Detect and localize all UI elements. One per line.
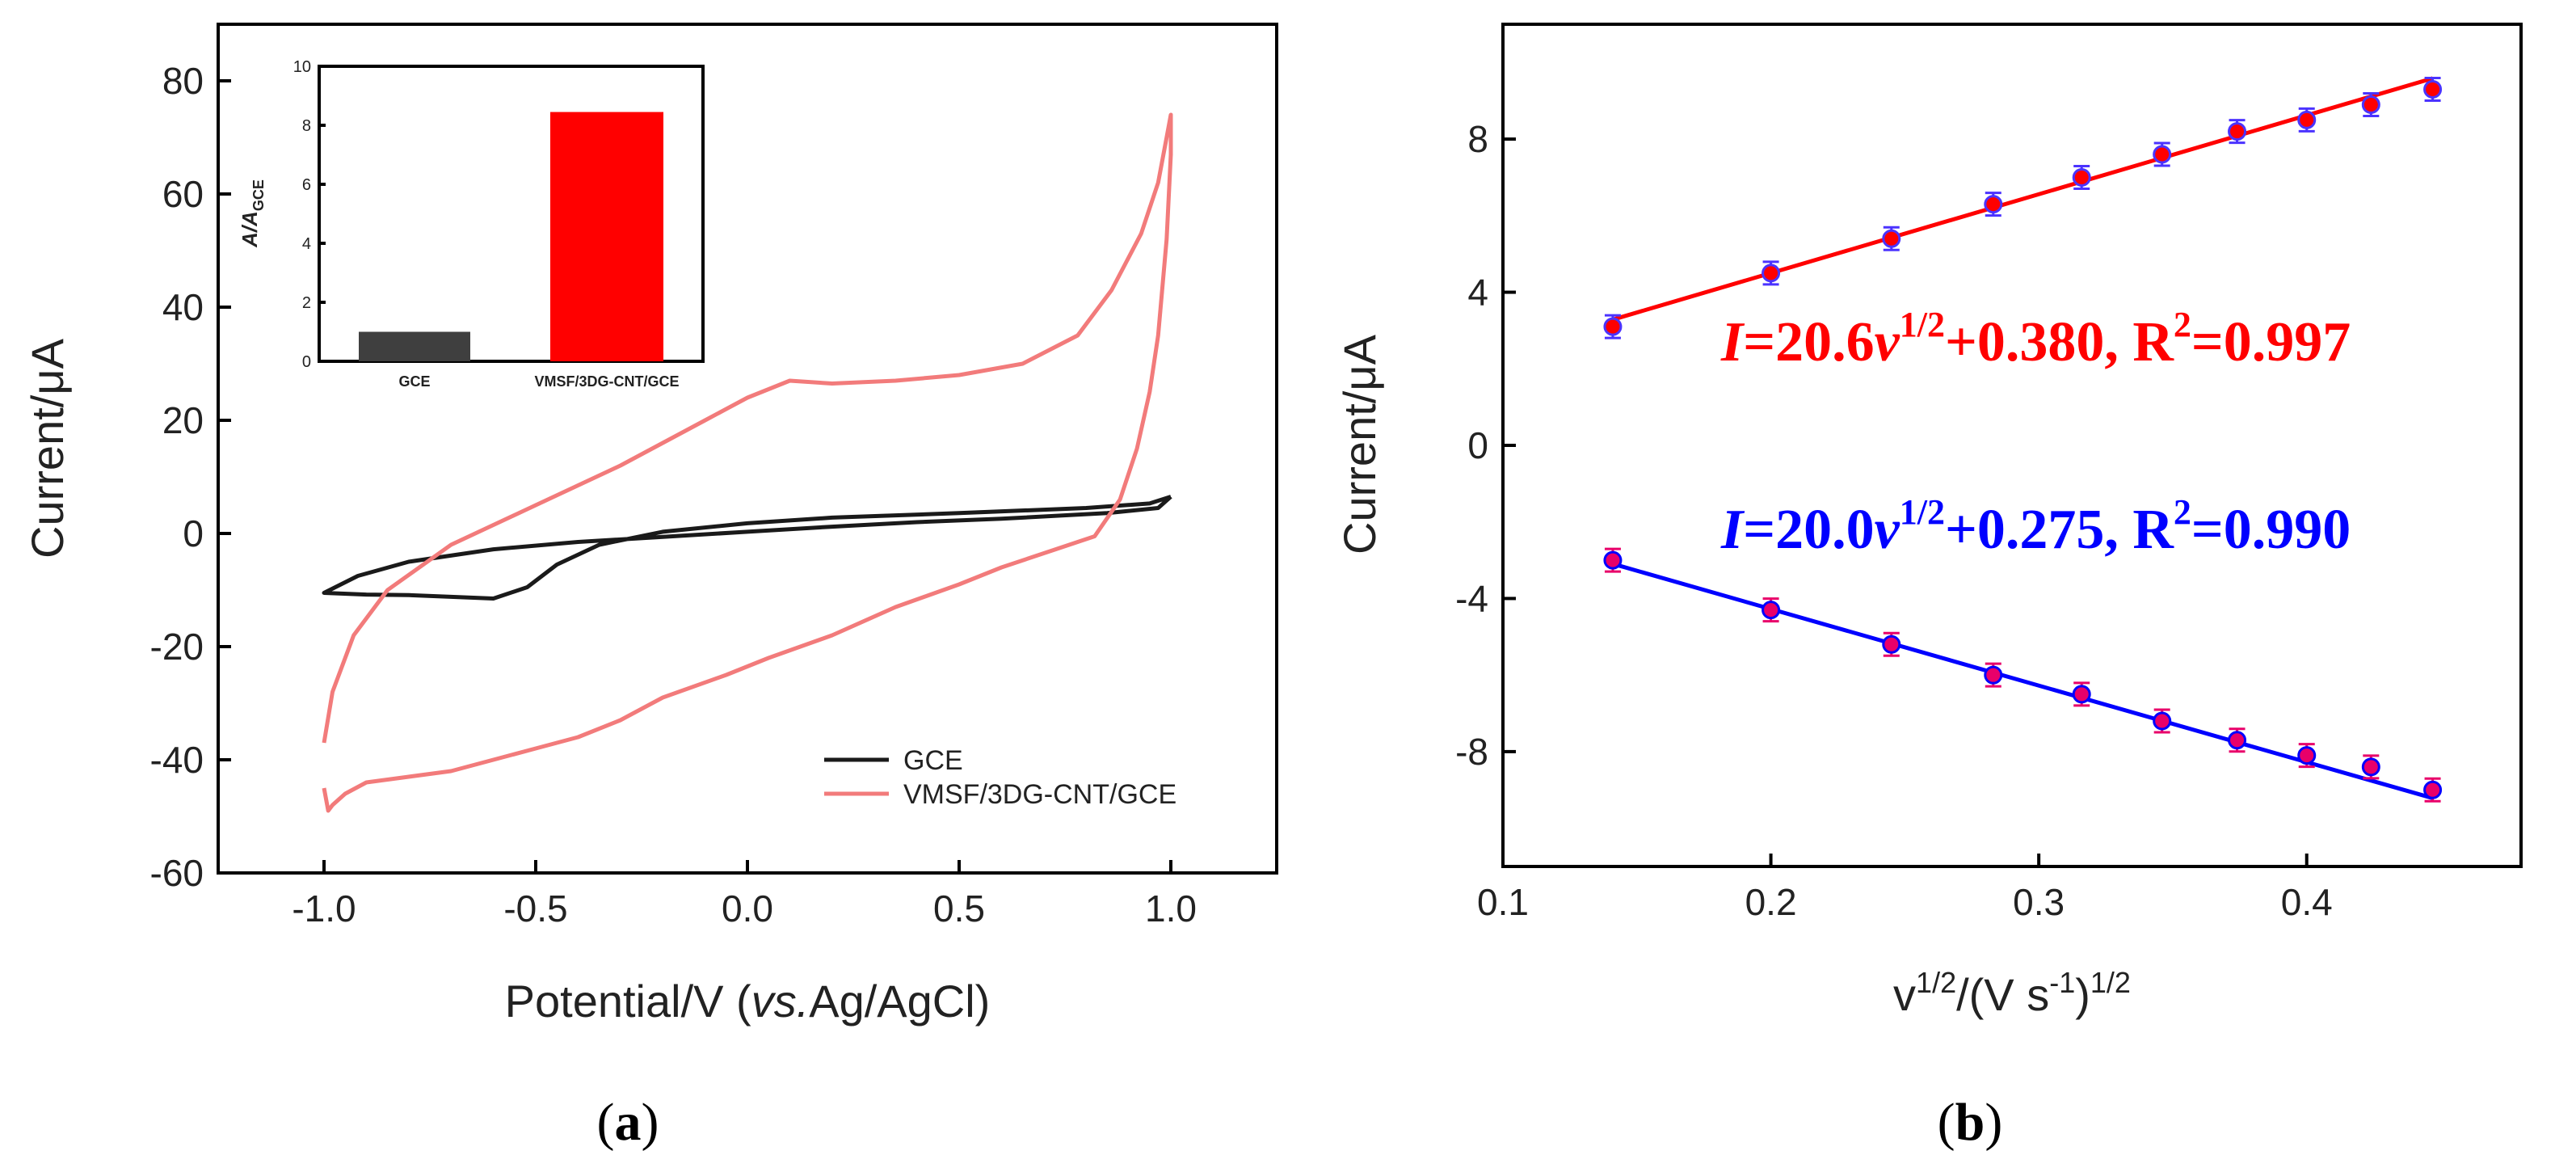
data-point-cathodic [1603, 547, 1623, 573]
data-point-cathodic [2423, 777, 2443, 803]
x-tick-label: -0.5 [503, 887, 567, 930]
x-tick-label: 0.4 [2281, 881, 2333, 923]
data-point-cathodic [2228, 727, 2247, 753]
panel-a-x-ticks: -1.0 -0.5 0.0 0.5 1.0 [292, 860, 1197, 930]
inset-y-ticks: 0 2 4 6 8 10 [293, 58, 326, 371]
cv-curve-gce [322, 495, 1172, 601]
inset-y-tick-label: 8 [302, 117, 311, 135]
y-tick-label: 8 [1467, 118, 1488, 160]
panel-a-y-ticks: -60 -40 -20 0 20 40 60 80 [150, 60, 231, 894]
data-point-anodic [1984, 192, 2003, 217]
x-tick-label: 0.2 [1745, 881, 1797, 923]
equation-cathodic: I=20.0v1/2+0.275, R2=0.990 [1720, 492, 2351, 561]
data-point-anodic [2423, 77, 2443, 103]
panel-a-y-axis-label: Current/μA [22, 338, 73, 559]
panel-b-fit-lines [1612, 76, 2434, 800]
data-point-anodic [1603, 314, 1623, 339]
inset-bars [359, 112, 663, 361]
panel-a-legend: GCE VMSF/3DG-CNT/GCE [824, 745, 1176, 810]
y-tick-label: -20 [150, 626, 204, 668]
data-point-cathodic [1882, 631, 1901, 657]
equation-anodic: I=20.6v1/2+0.380, R2=0.997 [1720, 305, 2351, 373]
panel-a-x-axis-label: Potential/V (vs.Ag/AgCl) [505, 976, 991, 1027]
inset-x-label-gce: GCE [398, 373, 430, 390]
legend-label-vmsf: VMSF/3DG-CNT/GCE [903, 779, 1176, 810]
data-point-cathodic [1762, 597, 1781, 623]
y-tick-label: 80 [162, 60, 204, 102]
y-tick-label: 0 [1467, 424, 1488, 466]
x-tick-label: 0.5 [933, 887, 985, 930]
panel-a-curves [322, 112, 1173, 813]
x-tick-label: 0.1 [1477, 881, 1529, 923]
data-point-cathodic [2153, 708, 2172, 734]
cv-curve-vmsf [322, 112, 1173, 813]
y-tick-label: -60 [150, 852, 204, 894]
data-point-cathodic [2072, 681, 2091, 707]
inset-y-tick-label: 10 [293, 58, 311, 76]
x-tick-label: -1.0 [292, 887, 356, 930]
panel-b-x-axis-label: v1/2/(V s-1)1/2 [1893, 966, 2131, 1020]
x-tick-label: 0.0 [722, 887, 773, 930]
y-tick-label: 40 [162, 286, 204, 328]
x-tick-label: 1.0 [1145, 887, 1197, 930]
data-point-anodic [1762, 260, 1781, 286]
y-tick-label: -4 [1455, 577, 1488, 619]
data-point-anodic [2228, 119, 2247, 145]
data-point-anodic [1882, 226, 1901, 251]
inset-y-axis-label: A/AGCE [238, 179, 267, 248]
fit-line-cathodic [1612, 562, 2434, 800]
panel-b-x-ticks: 0.1 0.2 0.3 0.4 [1477, 854, 2333, 923]
data-point-anodic [2153, 141, 2172, 167]
panel-b-y-axis-label: Current/μA [1334, 334, 1385, 554]
inset-bar-gce [359, 331, 470, 361]
inset-x-label-vmsf: VMSF/3DG-CNT/GCE [534, 373, 679, 390]
x-tick-label: 0.3 [2013, 881, 2065, 923]
data-point-cathodic [2361, 754, 2380, 780]
legend-label-gce: GCE [903, 745, 963, 776]
inset-bar-vmsf [550, 112, 663, 361]
panel-b-y-ticks: -8 -4 0 4 8 [1455, 118, 1516, 773]
inset-y-tick-label: 6 [302, 176, 311, 194]
y-tick-label: 0 [183, 512, 204, 554]
data-point-anodic [2361, 91, 2380, 117]
y-tick-label: -8 [1455, 731, 1488, 773]
inset-y-tick-label: 0 [302, 353, 311, 371]
data-point-anodic [2072, 164, 2091, 190]
data-point-anodic [2297, 107, 2317, 133]
y-tick-label: 20 [162, 399, 204, 441]
panel-b-points [1603, 77, 2443, 803]
y-tick-label: 4 [1467, 272, 1488, 314]
data-point-cathodic [1984, 662, 2003, 688]
data-point-cathodic [2297, 743, 2317, 769]
inset-frame [318, 65, 705, 363]
panel-a-inset-bar-chart: 0 2 4 6 8 10 GCE VMSF/3DG-CNT/GCE A/AGCE [238, 58, 705, 390]
inset-y-tick-label: 2 [302, 294, 311, 312]
panel-b-scatter-chart: 0.1 0.2 0.3 0.4 -8 -4 0 4 8 v1/2/(V s-1)1/2 Cur… [1334, 23, 2523, 1152]
panel-a-caption: (a) [597, 1093, 659, 1152]
fit-line-anodic [1612, 76, 2434, 322]
y-tick-label: -40 [150, 739, 204, 781]
inset-y-tick-label: 4 [302, 235, 311, 253]
panel-b-caption: (b) [1938, 1093, 2003, 1152]
y-tick-label: 60 [162, 173, 204, 215]
